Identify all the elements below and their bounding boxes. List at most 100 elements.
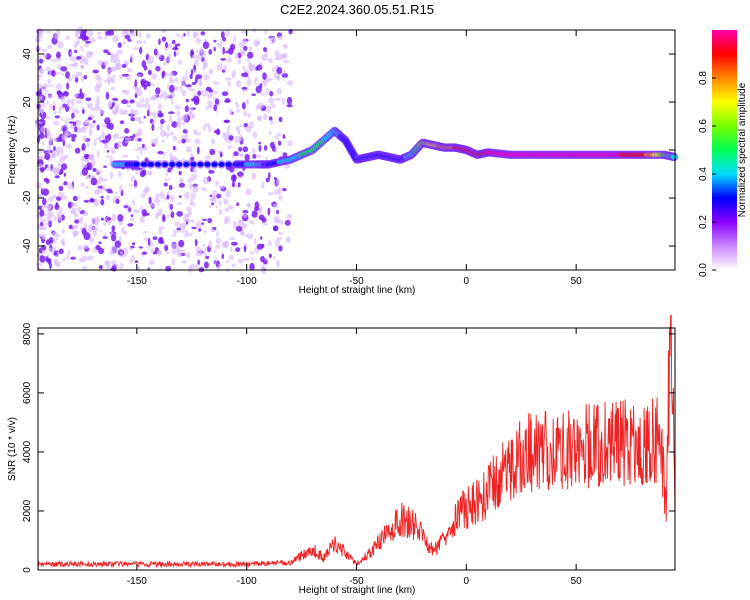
- noise-blob: [112, 67, 119, 72]
- noise-blob: [203, 74, 210, 81]
- noise-blob: [79, 88, 83, 96]
- noise-blob: [66, 82, 70, 90]
- noise-blob: [114, 191, 118, 195]
- noise-blob: [119, 254, 126, 258]
- noise-blob: [74, 219, 80, 224]
- noise-blob: [242, 212, 248, 218]
- noise-blob: [170, 211, 175, 219]
- noise-blob: [267, 207, 271, 216]
- noise-blob: [176, 249, 183, 258]
- noise-blob: [134, 148, 141, 151]
- noise-blob: [193, 69, 197, 75]
- noise-blob: [273, 71, 279, 79]
- noise-blob: [169, 152, 172, 158]
- noise-blob: [152, 121, 156, 124]
- noise-blob: [267, 192, 274, 196]
- noise-blob: [285, 236, 291, 244]
- noise-blob: [73, 93, 79, 98]
- trace-point: [176, 162, 183, 167]
- noise-blob: [160, 140, 166, 143]
- noise-blob: [49, 211, 54, 218]
- noise-blob: [196, 264, 199, 270]
- noise-blob: [208, 169, 215, 174]
- noise-blob: [134, 260, 139, 263]
- noise-blob: [126, 168, 131, 172]
- noise-blob: [90, 159, 96, 167]
- noise-blob: [90, 177, 98, 186]
- noise-blob: [128, 247, 133, 251]
- noise-blob: [64, 118, 68, 126]
- noise-blob: [46, 30, 51, 34]
- noise-blob: [254, 201, 260, 209]
- noise-blob: [232, 174, 236, 181]
- spectrogram-noise: [34, 26, 294, 274]
- x-tick-label: -50: [349, 576, 364, 587]
- noise-blob: [273, 225, 279, 232]
- noise-blob: [222, 46, 225, 55]
- noise-blob: [171, 233, 177, 237]
- noise-blob: [114, 240, 122, 248]
- noise-blob: [237, 126, 241, 135]
- noise-blob: [274, 239, 280, 246]
- noise-blob: [255, 77, 259, 81]
- noise-blob: [53, 252, 58, 256]
- noise-blob: [210, 228, 216, 233]
- noise-blob: [76, 56, 82, 60]
- noise-blob: [48, 247, 54, 253]
- x-tick-label: -100: [237, 276, 257, 287]
- noise-blob: [105, 155, 110, 158]
- noise-blob: [53, 239, 57, 244]
- x-tick-label: 0: [464, 576, 470, 587]
- noise-blob: [91, 216, 97, 224]
- noise-blob: [92, 167, 97, 172]
- noise-blob: [278, 231, 284, 235]
- noise-blob: [183, 32, 186, 37]
- noise-blob: [273, 189, 281, 196]
- noise-blob: [143, 237, 148, 242]
- noise-blob: [41, 233, 46, 240]
- noise-blob: [194, 98, 200, 104]
- noise-blob: [133, 47, 140, 51]
- noise-blob: [202, 176, 209, 185]
- noise-blob: [86, 162, 93, 171]
- noise-blob: [172, 135, 178, 141]
- noise-blob: [117, 42, 122, 48]
- noise-blob: [253, 81, 258, 86]
- noise-blob: [48, 196, 54, 202]
- noise-blob: [196, 49, 203, 54]
- noise-blob: [182, 129, 188, 134]
- noise-blob: [189, 202, 196, 206]
- noise-blob: [239, 134, 243, 142]
- noise-blob: [246, 79, 252, 87]
- noise-blob: [87, 29, 93, 38]
- noise-blob: [156, 250, 162, 256]
- noise-blob: [132, 242, 136, 246]
- noise-blob: [270, 141, 275, 149]
- noise-blob: [209, 194, 213, 197]
- noise-blob: [71, 98, 75, 107]
- noise-blob: [152, 94, 158, 101]
- colorbar-tick-label: 0.2: [698, 215, 709, 229]
- noise-blob: [51, 69, 56, 77]
- noise-blob: [275, 260, 280, 268]
- noise-blob: [150, 83, 155, 87]
- noise-blob: [251, 93, 256, 97]
- noise-blob: [213, 104, 218, 112]
- noise-blob: [42, 188, 50, 196]
- noise-blob: [241, 86, 248, 90]
- noise-blob: [224, 100, 231, 103]
- noise-blob: [244, 234, 249, 237]
- noise-blob: [165, 41, 168, 48]
- noise-blob: [145, 97, 149, 104]
- noise-blob: [259, 205, 263, 213]
- noise-blob: [184, 105, 189, 113]
- noise-blob: [85, 185, 89, 189]
- noise-blob: [123, 205, 129, 209]
- noise-blob: [37, 74, 43, 78]
- noise-blob: [236, 108, 240, 114]
- noise-blob: [182, 260, 188, 264]
- y-tick-label: 20: [22, 96, 33, 108]
- noise-blob: [251, 172, 257, 180]
- noise-blob: [130, 117, 135, 122]
- noise-blob: [213, 96, 216, 100]
